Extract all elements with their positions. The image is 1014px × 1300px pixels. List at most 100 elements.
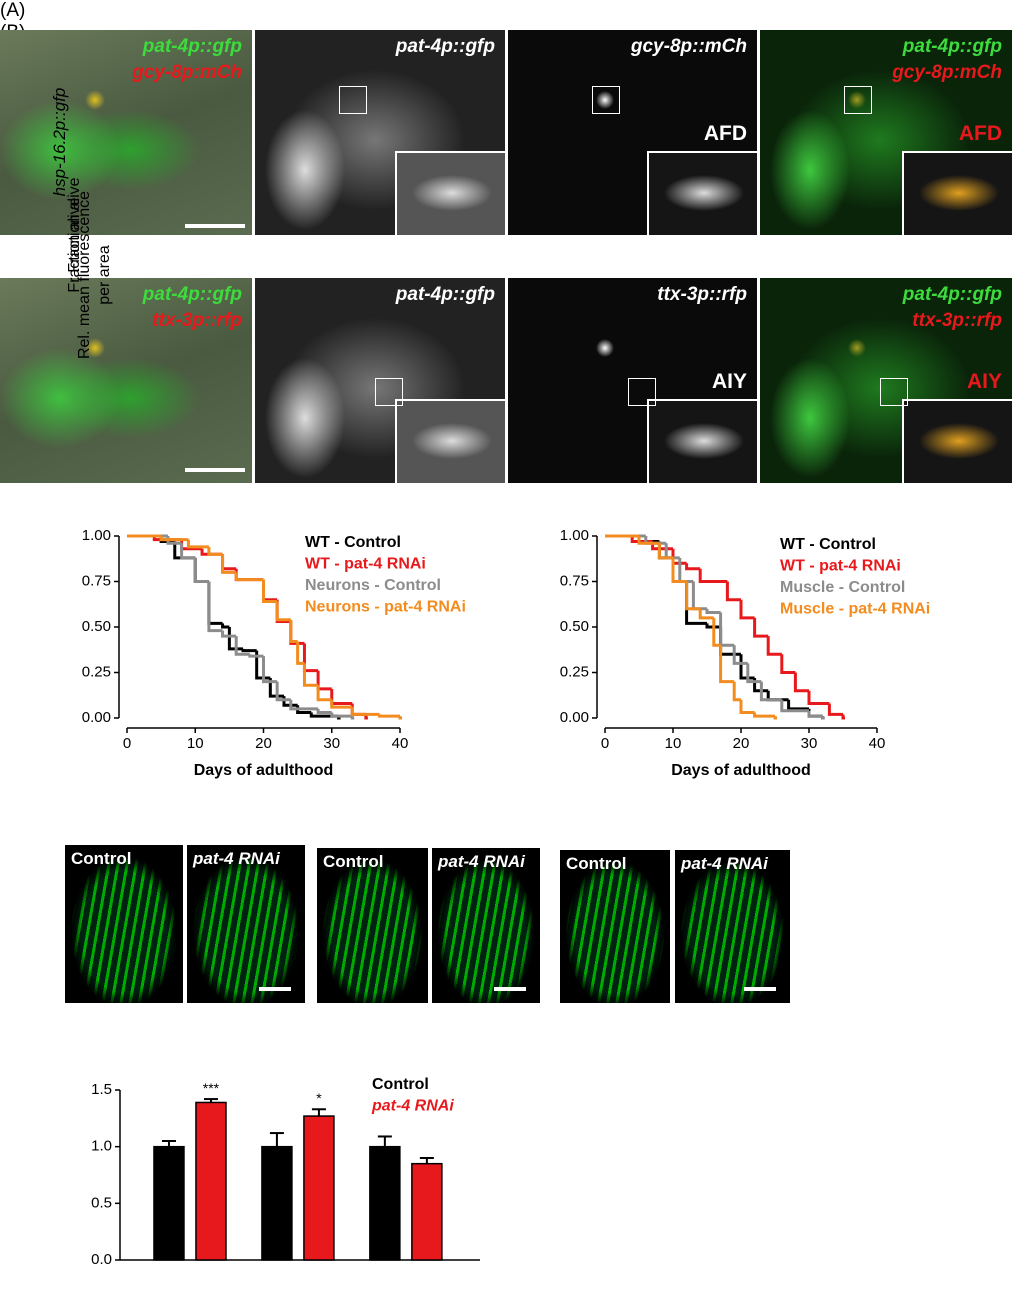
condition-label: Control [323,852,384,871]
survival-step [746,663,762,684]
inset [395,399,505,483]
survival-step [262,656,278,684]
legend-entry: WT - pat-4 RNAi [780,558,901,575]
x-tick-label: 0 [123,735,131,752]
inset-box [628,378,656,406]
survival-step [671,557,687,583]
y-tick-label: 0.25 [560,663,589,680]
condition-label: Control [566,854,627,873]
survival-step [186,539,209,549]
survival-step [712,617,721,647]
survival-step [207,581,223,633]
survival-step [207,581,223,625]
survival-step [227,627,244,651]
legend-entry: WT - Control [780,536,876,553]
worm-image: Control [65,845,183,1003]
significance: *** [203,1080,220,1096]
inset-box [592,86,620,114]
x-axis-label: Days of adulthood [194,762,334,779]
channel-label: pat-4p::gfp [142,36,242,57]
survival-step [685,581,701,611]
survival-step [302,663,319,687]
channel-label: pat-4p::gfp [395,36,495,57]
survival-step [350,703,366,716]
inset [902,151,1012,235]
inset-box [844,86,872,114]
channel-label: gcy-8p:mCh [892,62,1002,83]
survival-step [289,619,298,644]
survival-step [637,536,660,545]
survival-step [350,707,380,716]
channel-label: gcy-8p::mCh [630,36,747,57]
x-axis-label: Days of adulthood [671,762,811,779]
channel-label: pat-4p::gfp [395,284,495,305]
worm-mask [187,845,305,1003]
survival-step [221,554,237,574]
survival-step [398,716,402,720]
survival-step [793,672,809,693]
scale-bar [259,987,291,991]
survival-step [725,581,741,602]
x-tick-label: 20 [255,735,272,752]
survival-step [207,546,223,556]
legend-entry: Muscle - pat-4 RNAi [780,601,930,618]
survival-step [753,712,775,718]
worm-mask [675,850,790,1003]
legend-entry: WT - Control [305,534,401,551]
survival-step [350,716,355,720]
survival-step [159,536,189,542]
survival-step [275,601,291,622]
survival-step [841,714,845,720]
survival-step [698,568,728,583]
inset [395,151,505,235]
survival-step [807,690,830,705]
bar [153,1145,185,1261]
channel-label: gcy-8p:mCh [132,62,242,83]
worm-image: Control [317,848,428,1003]
survival-step [739,699,755,715]
survival-step [262,579,278,604]
survival-step [807,710,823,718]
survival-step [330,688,353,705]
x-tick-label: 40 [869,735,886,752]
x-tick-label: 30 [801,735,818,752]
survival-step [316,670,332,691]
survival-step [330,712,353,718]
survival-step [780,699,809,713]
survival-step [780,654,796,674]
micrograph: gcy-8p::mCh AFD [508,30,757,235]
survival-step [732,681,741,702]
micrograph: ttx-3p::rfp AIY [508,278,757,483]
inset [647,151,757,235]
survival-step [705,608,721,614]
channel-label: ttx-3p::rfp [152,310,242,331]
survival-step [234,572,264,582]
survival-step [766,636,782,656]
survival-step [698,608,714,620]
channel-label: pat-4p::gfp [142,284,242,305]
y-tick-label: 1.0 [91,1138,112,1155]
survival-step [262,579,278,602]
bar [195,1101,227,1261]
y-tick-label: 0.25 [82,663,111,680]
survival-step [221,623,230,629]
bar [303,1115,335,1261]
survival-step [193,557,209,583]
legend-entry: WT - pat-4 RNAi [305,556,426,573]
survival-step [719,627,741,656]
x-tick-label: 40 [392,735,409,752]
bar [411,1162,443,1261]
survival-step [719,645,735,684]
legend-entry: Muscle - Control [780,579,905,596]
survival-step [759,681,782,702]
y-tick-label: 1.5 [91,1081,112,1098]
y-tick-label: 1.00 [560,527,589,544]
survival-step [685,563,701,571]
worm-image: pat-4 RNAi [675,850,790,1003]
survival-step [302,643,319,673]
micrograph: pat-4p::gfp [255,30,505,235]
survival-step [309,712,339,718]
worm-mask [432,848,540,1003]
